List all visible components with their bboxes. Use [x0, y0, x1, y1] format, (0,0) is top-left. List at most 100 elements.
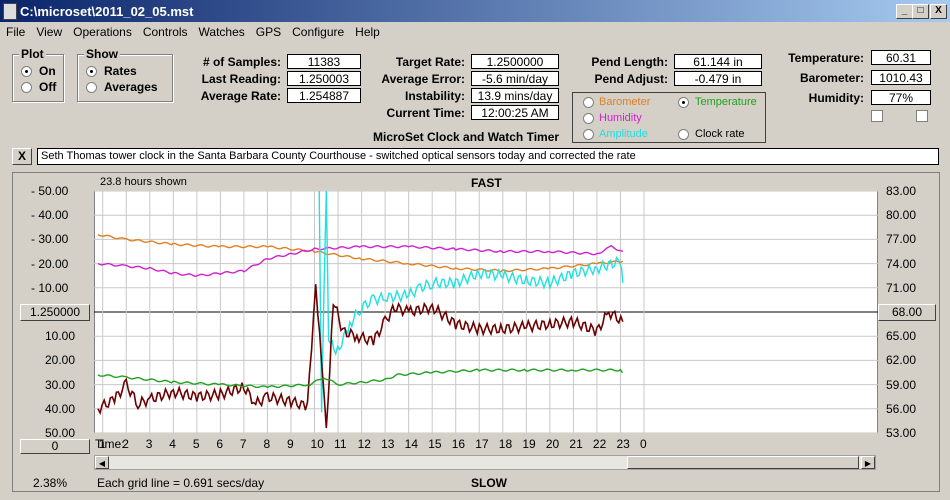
plot-off-label: Off: [39, 80, 57, 94]
x-tick-label: 13: [381, 437, 395, 451]
pend-length-value: 61.144 in: [674, 54, 762, 69]
plot-group: Plot On Off: [12, 47, 64, 102]
target-rate-value: 1.2500000: [471, 54, 559, 69]
x-tick-label: 14: [404, 437, 418, 451]
show-group: Show Rates Averages: [77, 47, 173, 102]
menu-operations[interactable]: Operations: [73, 25, 132, 39]
pend-adjust-label: Pend Adjust:: [594, 72, 668, 86]
x-tick-label: 1: [98, 437, 106, 451]
scroll-right-button[interactable]: ▶: [861, 456, 875, 469]
scroll-thumb[interactable]: [627, 456, 859, 469]
close-button[interactable]: X: [930, 4, 947, 19]
instability-value: 13.9 mins/day: [471, 88, 559, 103]
left-tick-label: - 50.00: [31, 184, 69, 198]
left-tick-label: 20.00: [45, 353, 76, 368]
last-reading-value: 1.250003: [287, 71, 361, 86]
note-field[interactable]: Seth Thomas tower clock in the Santa Bar…: [37, 148, 939, 165]
sensor-group: Barometer Temperature Humidity Amplitude…: [572, 92, 766, 143]
right-tick-label: 83.00: [886, 184, 917, 198]
show-averages-label: Averages: [104, 80, 158, 94]
samples-value: 11383: [287, 54, 361, 69]
instability-label: Instability:: [404, 89, 465, 103]
time-label: Time:: [95, 437, 125, 451]
clear-note-button[interactable]: X: [12, 148, 32, 165]
pend-adjust-value: -0.479 in: [674, 71, 762, 86]
left-tick-label: - 40.00: [31, 208, 69, 223]
right-tick-label: 56.00: [886, 401, 917, 416]
sensor-clockrate-label: Clock rate: [695, 128, 745, 140]
plot-group-title: Plot: [19, 47, 46, 61]
average-error-value: -5.6 min/day: [471, 71, 559, 86]
average-rate-label: Average Rate:: [200, 89, 281, 103]
x-tick-label: 9: [286, 437, 294, 451]
x-tick-label: 8: [263, 437, 271, 451]
menu-help[interactable]: Help: [355, 25, 380, 39]
menu-file[interactable]: File: [6, 25, 26, 39]
sensor-amplitude-label: Amplitude: [599, 128, 648, 140]
left-tick-label: 30.00: [45, 377, 76, 392]
title-bar: C:\microset\2011_02_05.mst _ □ X: [0, 0, 950, 22]
barometer-label: Barometer:: [799, 71, 864, 85]
right-tick-label: 74.00: [886, 256, 917, 271]
temperature-checkbox[interactable]: [871, 110, 883, 122]
x-tick-label: 22: [592, 437, 607, 451]
scroll-left-button[interactable]: ◀: [95, 456, 109, 469]
x-tick-label: 17: [475, 437, 489, 451]
sensor-temperature-radio[interactable]: [678, 97, 689, 108]
right-tick-label: 65.00: [886, 329, 917, 344]
x-tick-label: 0: [640, 437, 647, 451]
average-error-label: Average Error:: [381, 72, 465, 86]
barometer-value: 1010.43: [871, 70, 931, 85]
menu-configure[interactable]: Configure: [292, 25, 345, 39]
rate-center-button[interactable]: 1.250000: [20, 304, 90, 321]
show-averages-radio[interactable]: [86, 82, 97, 93]
grid-note: Each grid line = 0.691 secs/day: [97, 476, 265, 490]
maximize-button[interactable]: □: [912, 4, 929, 19]
humidity-checkbox[interactable]: [916, 110, 928, 122]
time-offset-button[interactable]: 0: [20, 439, 90, 454]
menu-view[interactable]: View: [36, 25, 63, 39]
temperature-label: Temperature:: [788, 51, 864, 65]
x-tick-label: 6: [216, 437, 224, 451]
x-tick-label: 10: [310, 437, 324, 451]
target-rate-label: Target Rate:: [395, 55, 465, 69]
right-tick-label: 80.00: [886, 208, 917, 223]
temp-center-button[interactable]: 68.00: [878, 304, 936, 321]
hours-shown-label: 23.8 hours shown: [100, 176, 187, 188]
minimize-button[interactable]: _: [896, 4, 913, 19]
app-icon: [3, 3, 17, 20]
x-tick-label: 19: [522, 437, 536, 451]
app-name: MicroSet Clock and Watch Timer: [373, 130, 560, 144]
show-rates-label: Rates: [104, 64, 137, 78]
plot-on-label: On: [39, 64, 56, 78]
menu-watches[interactable]: Watches: [198, 25, 245, 39]
current-time-value: 12:00:25 AM: [471, 105, 559, 120]
sensor-barometer-label: Barometer: [599, 96, 651, 108]
humidity-value: 77%: [871, 90, 931, 105]
average-rate-value: 1.254887: [287, 88, 361, 103]
plot-off-radio[interactable]: [21, 82, 32, 93]
time-scrollbar[interactable]: ◀ ▶: [94, 455, 876, 470]
menu-gps[interactable]: GPS: [255, 25, 282, 39]
pend-length-label: Pend Length:: [591, 55, 668, 69]
left-tick-label: - 10.00: [31, 280, 69, 295]
sensor-clockrate-radio[interactable]: [678, 129, 689, 140]
right-tick-label: 53.00: [886, 426, 917, 440]
series-line-3: [97, 284, 624, 429]
x-tick-label: 11: [334, 437, 347, 451]
right-tick-label: 62.00: [886, 353, 917, 368]
humidity-label: Humidity:: [808, 91, 864, 105]
show-rates-radio[interactable]: [86, 66, 97, 77]
menu-controls[interactable]: Controls: [142, 25, 188, 39]
series-line-0: [97, 233, 624, 273]
percent-label: 2.38%: [33, 476, 68, 490]
plot-on-radio[interactable]: [21, 66, 32, 77]
fast-label: FAST: [471, 176, 502, 190]
x-tick-label: 5: [192, 437, 200, 451]
x-tick-label: 21: [569, 437, 583, 451]
sensor-humidity-radio[interactable]: [583, 113, 594, 124]
left-tick-label: 50.00: [45, 426, 76, 440]
sensor-amplitude-radio[interactable]: [583, 129, 594, 140]
x-tick-label: 15: [428, 437, 442, 451]
sensor-barometer-radio[interactable]: [583, 97, 594, 108]
